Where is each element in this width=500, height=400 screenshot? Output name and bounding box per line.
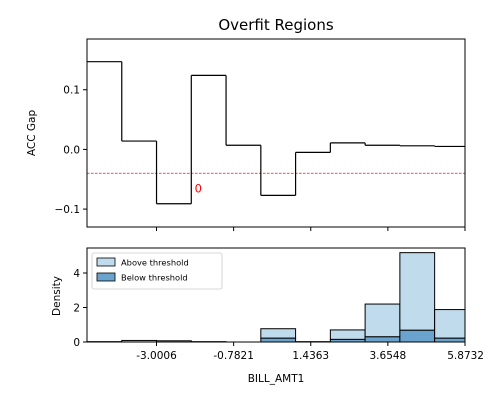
legend-label-above: Above threshold bbox=[121, 258, 189, 268]
top-y-tick-label: 0.1 bbox=[63, 85, 80, 97]
bottom-y-tick-label: 0 bbox=[73, 337, 80, 349]
chart-title: Overfit Regions bbox=[218, 16, 334, 34]
bottom-x-tick-label: 1.4363 bbox=[292, 350, 329, 362]
legend: Above threshold Below threshold bbox=[92, 253, 222, 289]
legend-label-below: Below threshold bbox=[121, 273, 188, 283]
top-y-axis-label: ACC Gap bbox=[26, 110, 38, 157]
bottom-y-tick-label: 2 bbox=[73, 303, 80, 315]
bar-below-threshold bbox=[435, 338, 465, 342]
bottom-x-tick-label: 5.8732 bbox=[447, 350, 484, 362]
bar-below-threshold bbox=[365, 337, 400, 342]
bottom-y-tick-label: 4 bbox=[73, 268, 80, 280]
bar-above-threshold bbox=[330, 330, 365, 339]
legend-swatch-above bbox=[97, 258, 115, 266]
bar-above-threshold bbox=[365, 304, 400, 337]
threshold-annotation: 0 bbox=[195, 181, 202, 195]
legend-swatch-below bbox=[97, 273, 115, 281]
bar-above-threshold bbox=[435, 310, 465, 339]
bar-below-threshold bbox=[400, 330, 435, 342]
bar-above-threshold bbox=[400, 253, 435, 331]
bottom-x-tick-label: -0.7821 bbox=[213, 350, 254, 362]
bar-below-threshold bbox=[261, 338, 296, 342]
bottom-x-axis-label: BILL_AMT1 bbox=[248, 373, 305, 385]
bottom-y-axis-label: Density bbox=[51, 276, 63, 316]
top-y-tick-label: −0.1 bbox=[55, 204, 81, 216]
bottom-x-tick-label: 3.6548 bbox=[370, 350, 407, 362]
bar-above-threshold bbox=[261, 329, 296, 338]
bottom-x-tick-label: -3.0006 bbox=[136, 350, 177, 362]
top-y-tick-label: 0.0 bbox=[63, 144, 80, 156]
